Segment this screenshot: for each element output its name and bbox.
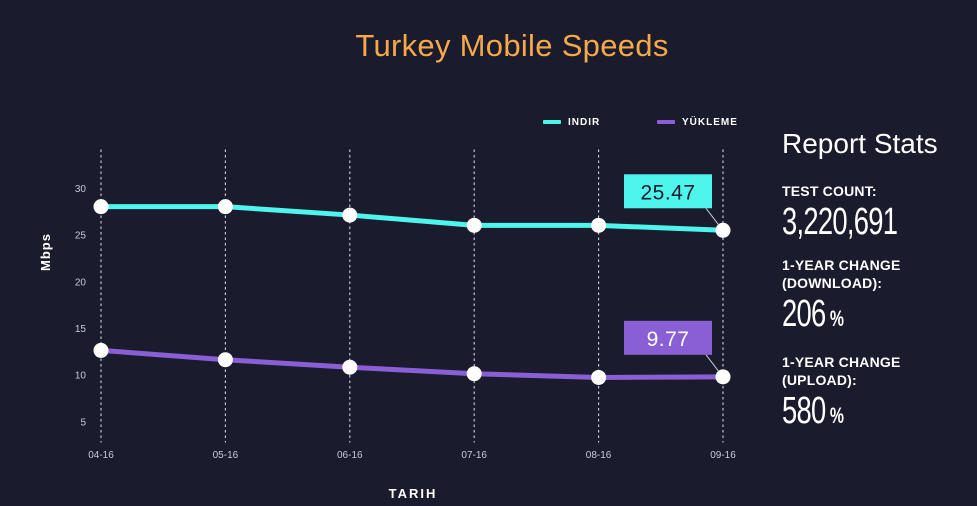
x-tick-label: 07-16 (461, 450, 487, 461)
data-point (715, 222, 731, 238)
series-line (98, 204, 726, 233)
upload-change-value: 580% (782, 390, 844, 432)
data-point (466, 217, 482, 233)
callout-box (624, 320, 712, 355)
y-tick-label: 25 (75, 231, 87, 242)
x-axis-label: TARIH (389, 486, 438, 501)
test-count-label: TEST COUNT: (782, 183, 877, 199)
data-point (93, 199, 109, 215)
percent-unit: % (829, 403, 844, 428)
test-count-value: 3,220,691 (782, 201, 898, 243)
data-point (591, 217, 607, 233)
download-change-label-line1: 1-YEAR CHANGE (782, 257, 901, 273)
callout-leader (705, 354, 720, 373)
y-axis-label: Mbps (38, 233, 53, 271)
data-point (342, 207, 358, 223)
data-point (466, 366, 482, 382)
data-point (591, 369, 607, 385)
y-tick-label: 10 (75, 371, 87, 382)
data-point (217, 352, 233, 368)
legend-label: INDIR (568, 117, 600, 128)
data-point (715, 369, 731, 385)
y-tick-label: 15 (75, 324, 87, 335)
y-tick-label: 5 (80, 417, 86, 428)
download-change-value: 206% (782, 293, 844, 335)
x-tick-label: 09-16 (710, 450, 736, 461)
legend-label: YÜKLEME (682, 115, 738, 128)
callout-value: 25.47 (640, 181, 695, 204)
report-stats-panel: Report Stats TEST COUNT: 3,220,691 1-YEA… (782, 128, 977, 450)
x-tick-label: 08-16 (586, 450, 612, 461)
callout-leader (705, 207, 720, 226)
data-point (217, 199, 233, 215)
series-line (98, 347, 726, 380)
legend-swatch (657, 120, 675, 124)
download-change-stat: 1-YEAR CHANGE (DOWNLOAD): 206% (782, 256, 977, 339)
upload-change-label-line2: (UPLOAD): (782, 372, 857, 388)
upload-change-stat: 1-YEAR CHANGE (UPLOAD): 580% (782, 353, 977, 436)
chart-title: Turkey Mobile Speeds (355, 28, 669, 63)
callout-value: 9.77 (647, 328, 690, 351)
data-point (93, 342, 109, 358)
upload-change-label-line1: 1-YEAR CHANGE (782, 354, 901, 370)
callout-box (624, 174, 712, 209)
y-tick-label: 20 (75, 277, 87, 288)
y-tick-label: 30 (75, 184, 87, 195)
data-point (342, 359, 358, 375)
download-change-label-line2: (DOWNLOAD): (782, 275, 883, 291)
x-tick-label: 05-16 (213, 450, 239, 461)
report-stats-title: Report Stats (782, 128, 938, 159)
legend-swatch (543, 120, 561, 124)
percent-unit: % (829, 306, 844, 331)
x-tick-label: 04-16 (88, 450, 114, 461)
test-count-stat: TEST COUNT: 3,220,691 (782, 182, 977, 242)
x-tick-label: 06-16 (337, 450, 363, 461)
